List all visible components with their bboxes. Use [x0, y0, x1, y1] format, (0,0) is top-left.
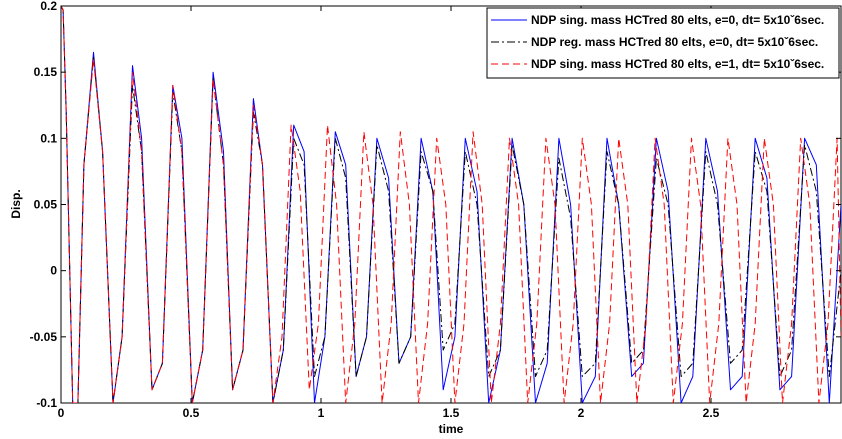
y-tick-label: -0.1 — [36, 396, 57, 410]
x-tick-label: 0.5 — [183, 406, 200, 420]
y-tick-label: 0.05 — [34, 198, 58, 212]
legend-label-1: NDP sing. mass HCTred 80 elts, e=0, dt= … — [531, 13, 824, 27]
series-line-3 — [61, 6, 841, 403]
series-layer — [61, 6, 841, 403]
legend: NDP sing. mass HCTred 80 elts, e=0, dt= … — [486, 7, 840, 79]
y-tick-label: 0.2 — [40, 0, 57, 13]
series-line-2 — [61, 6, 841, 403]
axis-ticks: 0 0.5 1 1.5 2 2.5 -0.1 -0.05 0 0.05 0.1 0.15 0.2 — [30, 0, 841, 420]
y-tick-label: 0.15 — [34, 65, 58, 79]
x-tick-label: 2.5 — [703, 406, 720, 420]
x-tick-label: 2 — [578, 406, 585, 420]
legend-box — [486, 7, 840, 79]
y-tick-label: 0 — [50, 264, 57, 278]
legend-label-3: NDP sing. mass HCTred 80 elts, e=1, dt= … — [531, 57, 824, 71]
x-tick-label: 1.5 — [443, 406, 460, 420]
y-tick-label: -0.05 — [30, 330, 58, 344]
legend-label-2: NDP reg. mass HCTred 80 elts, e=0, dt= 5… — [531, 35, 818, 49]
x-axis-label: time — [439, 422, 464, 436]
x-tick-label: 1 — [318, 406, 325, 420]
y-axis-label: Disp. — [9, 189, 23, 218]
x-tick-label: 0 — [58, 406, 65, 420]
y-tick-label: 0.1 — [40, 131, 57, 145]
